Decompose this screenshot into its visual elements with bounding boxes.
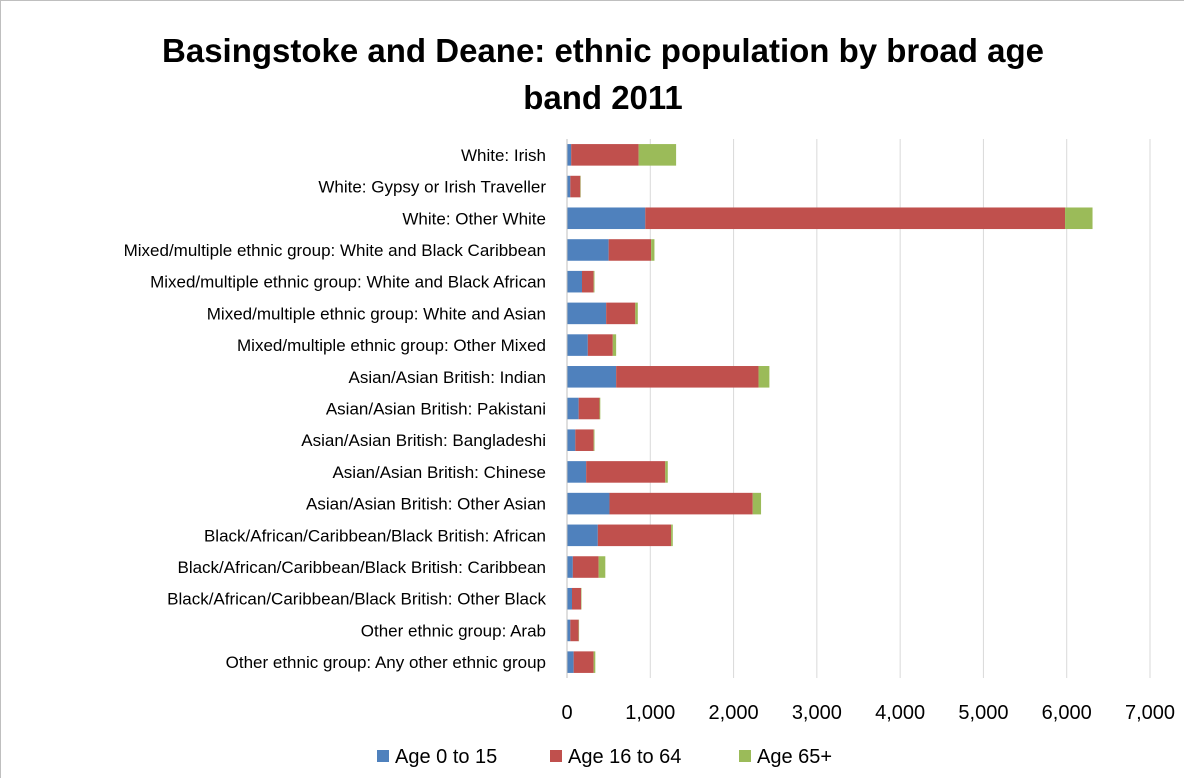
bar-segment [609,492,753,515]
chart-title: Basingstoke and Deane: ethnic population… [162,32,1044,116]
bar-segment [567,556,573,578]
category-label: Asian/Asian British: Chinese [332,463,546,482]
category-label: Mixed/multiple ethnic group: Other Mixed [237,336,546,355]
bar-segment [570,175,581,198]
bar-segment [671,524,673,547]
legend-swatch [550,750,562,762]
category-labels: White: Irish White: Gypsy or Irish Travel… [124,146,547,672]
bar-segment [567,302,607,325]
category-label: Mixed/multiple ethnic group: White and B… [124,241,546,260]
legend-label: Age 16 to 64 [568,746,681,768]
bar-segment [567,429,576,451]
bar-segment [587,334,613,356]
bar-segment [575,429,594,451]
bar-segment [665,461,668,483]
bar-segment [635,302,638,325]
bar-segment [578,397,600,420]
legend-swatch [739,750,751,762]
bar-segment [567,334,588,356]
bar-segment [598,556,606,578]
category-label: Asian/Asian British: Other Asian [306,495,546,514]
x-tick-label: 1,000 [625,702,675,724]
bar-segment [606,302,636,325]
category-label: White: Gypsy or Irish Traveller [318,178,546,197]
bar-segment [573,651,594,673]
bar-segment [567,461,587,483]
bar-segment [567,144,572,166]
x-tick-labels: 0 1,000 2,000 3,000 4,000 5,000 6,000 7,000 [561,702,1175,724]
bar-segment [616,366,759,388]
bars [567,144,1093,673]
gridlines [649,139,1151,678]
x-tick-label: 7,000 [1125,702,1175,724]
bar-segment [593,429,595,451]
category-label: White: Other White [402,209,546,228]
category-label: Asian/Asian British: Bangladeshi [301,431,546,450]
x-tick-label: 2,000 [709,702,759,724]
bar-segment [571,587,582,610]
bar-segment [752,492,762,515]
x-tick-label: 5,000 [958,702,1008,724]
bar-segment [593,270,595,293]
bar-segment [612,334,617,356]
legend-label: Age 65+ [757,746,832,768]
category-label: Black/African/Caribbean/Black British: O… [167,590,546,609]
bar-segment [567,492,610,515]
legend-swatch [377,750,389,762]
category-label: Asian/Asian British: Indian [349,368,547,387]
legend-label: Age 0 to 15 [395,746,497,768]
x-tick-label: 4,000 [875,702,925,724]
bar-segment [597,524,672,547]
x-tick-label: 6,000 [1042,702,1092,724]
bar-segment [567,587,572,610]
category-label: Other ethnic group: Arab [361,621,546,640]
bar-segment [567,651,574,673]
bar-segment [567,366,617,388]
bar-segment [581,270,594,293]
chart-title-line-1: Basingstoke and Deane: ethnic population… [162,32,1044,69]
bar-segment [651,239,655,261]
x-tick-label: 3,000 [792,702,842,724]
category-label: Mixed/multiple ethnic group: White and B… [150,273,546,292]
bar-segment [638,144,677,166]
bar-segment [758,366,770,388]
category-label: Asian/Asian British: Pakistani [326,400,546,419]
bar-segment [567,270,582,293]
category-label: White: Irish [461,146,546,165]
category-label: Other ethnic group: Any other ethnic gro… [226,653,546,672]
bar-segment [572,556,599,578]
bar-segment [567,397,579,420]
bar-segment [593,651,596,673]
bar-segment [567,207,646,230]
bar-segment [608,239,652,261]
bar-segment [571,144,639,166]
bar-segment [599,397,601,420]
bar-segment [570,619,579,642]
category-label: Black/African/Caribbean/Black British: C… [177,558,546,577]
bar-segment [645,207,1066,230]
x-tick-label: 0 [561,702,572,724]
legend: Age 0 to 15 Age 16 to 64 Age 65+ [377,746,832,768]
bar-segment [567,524,598,547]
bar-segment [567,619,571,642]
category-label: Mixed/multiple ethnic group: White and A… [207,304,546,323]
chart-title-line-2: band 2011 [523,79,683,116]
bar-segment [586,461,666,483]
bar-segment [567,239,609,261]
bar-segment [567,175,571,198]
category-label: Black/African/Caribbean/Black British: A… [204,526,546,545]
bar-segment [1065,207,1093,230]
